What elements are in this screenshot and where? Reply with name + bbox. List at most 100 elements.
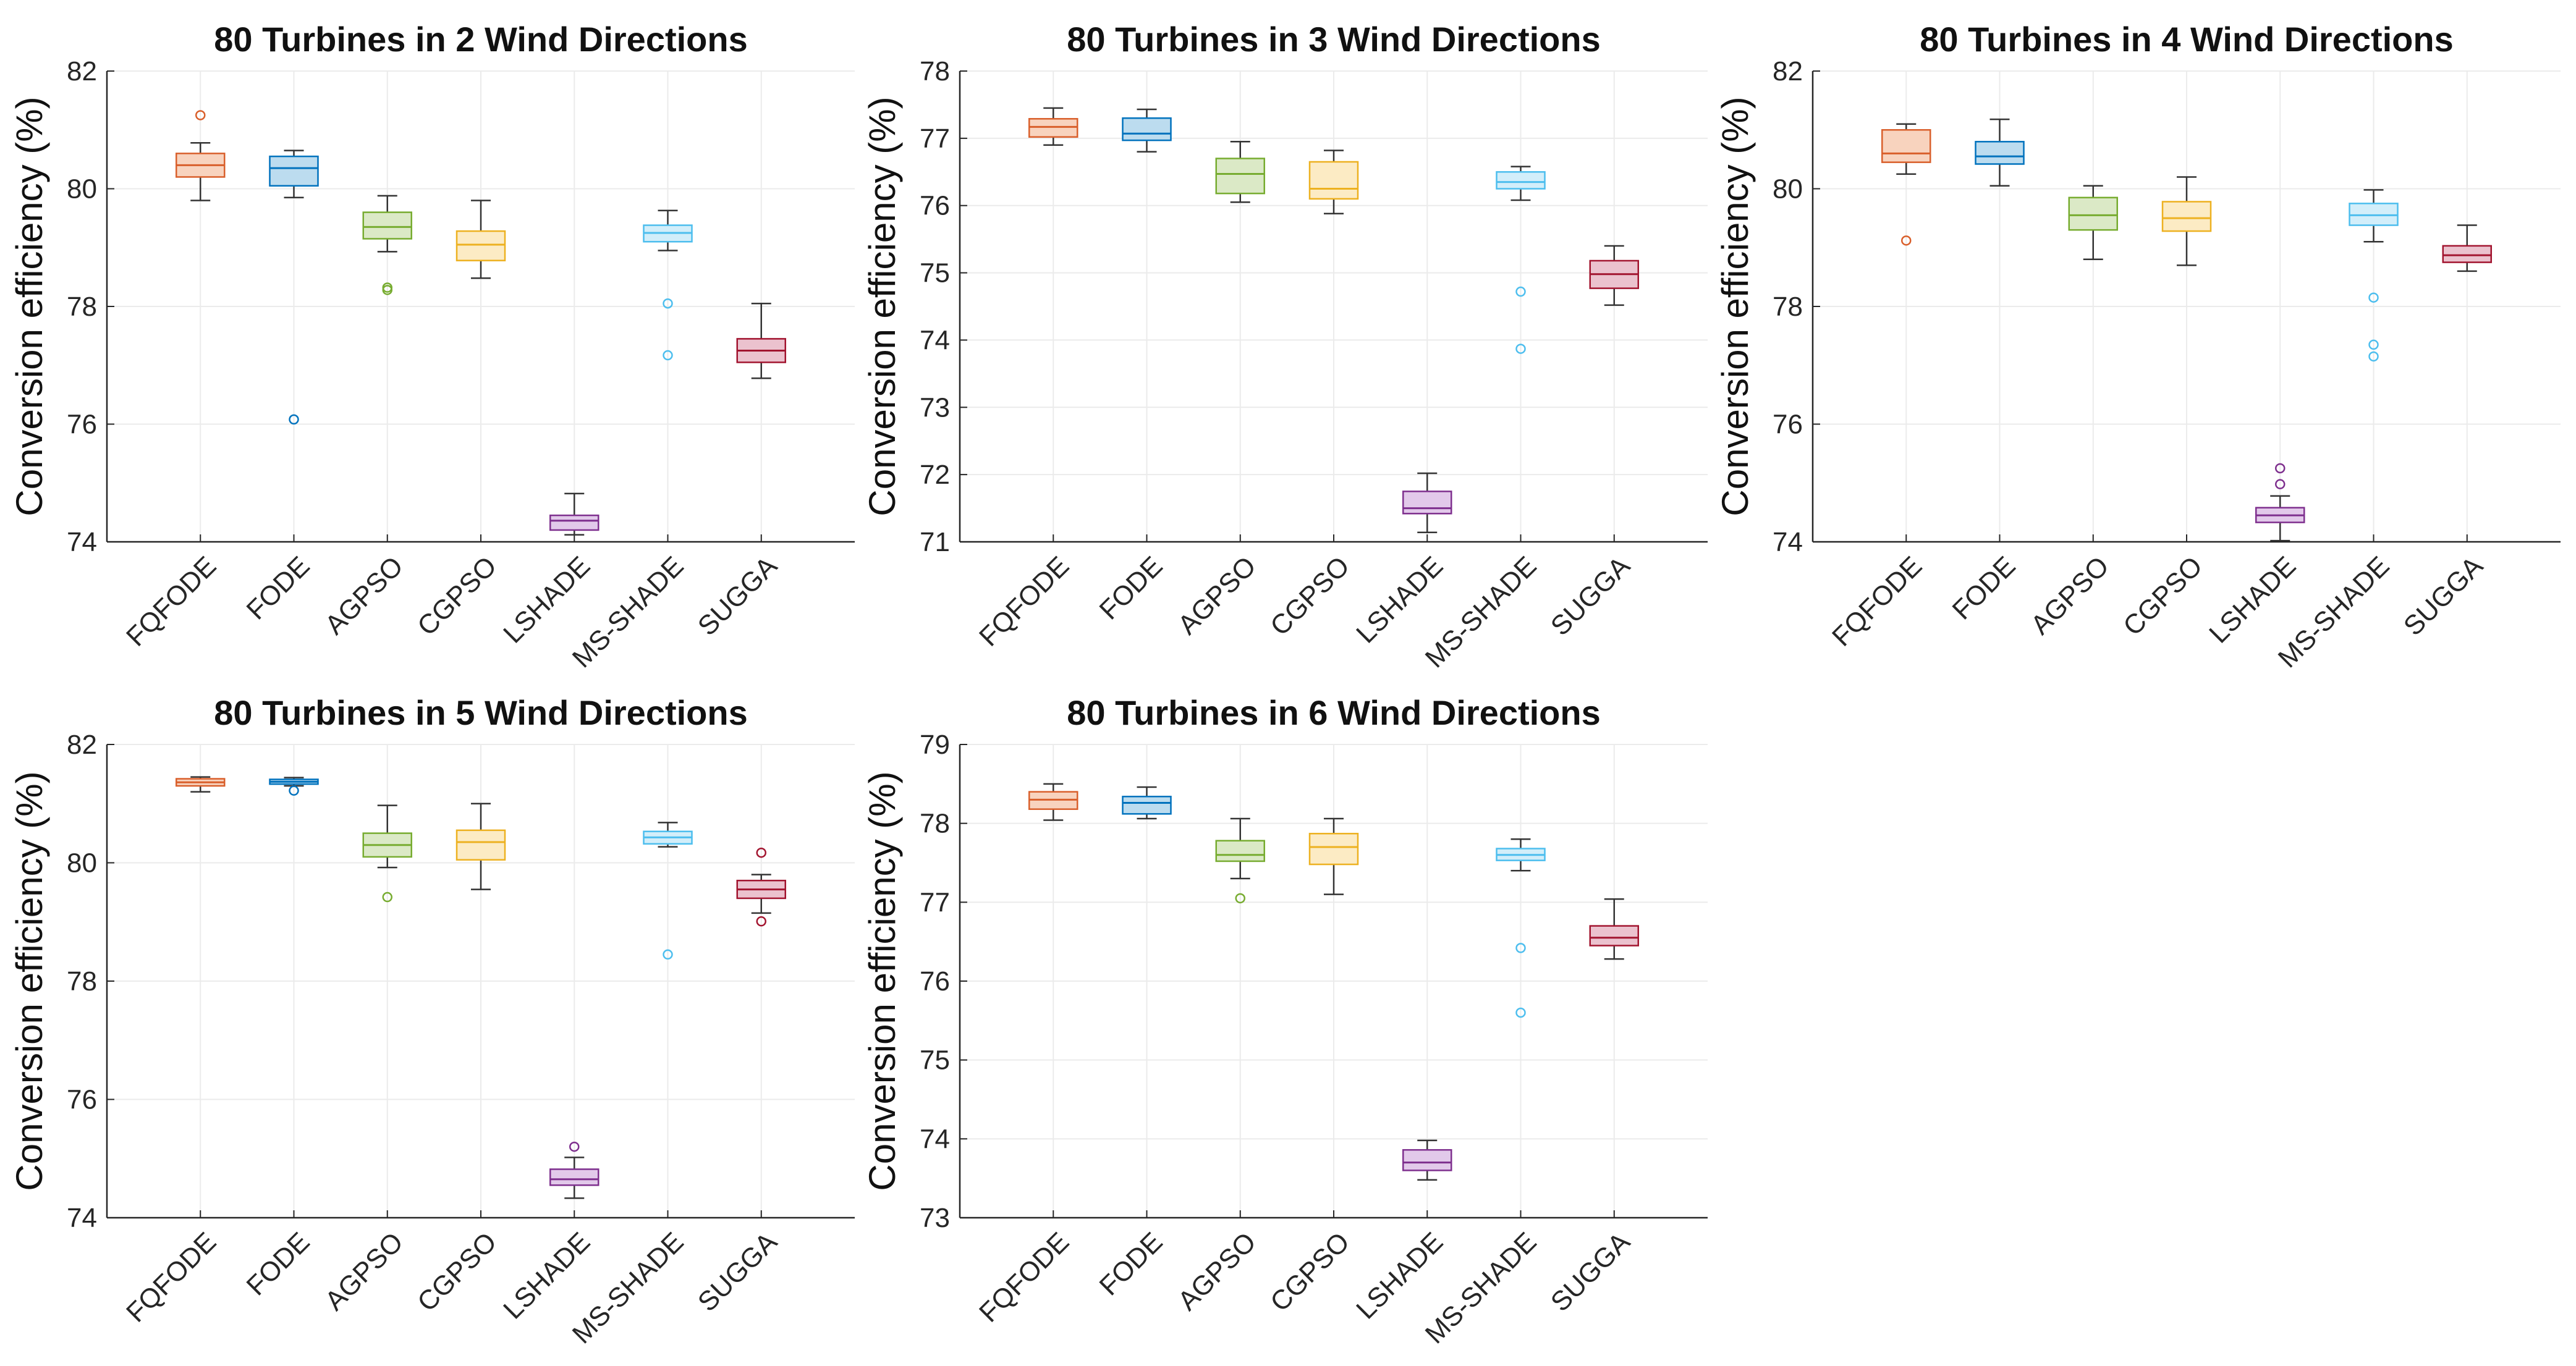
y-tick-label: 78: [67, 292, 97, 322]
box-fode: [1975, 118, 2025, 187]
box-lshade: [1402, 472, 1452, 534]
x-category-label: CGPSO: [412, 550, 502, 641]
y-tick-label: 78: [920, 56, 950, 86]
box-agpso: [362, 804, 412, 903]
y-tick-label: 79: [920, 730, 950, 760]
x-category-label: AGPSO: [320, 1226, 409, 1316]
y-tick-label: 82: [67, 730, 97, 760]
outlier-point: [1515, 1007, 1526, 1018]
x-category-label: FQFODE: [121, 1226, 222, 1328]
box-sugga: [1589, 898, 1639, 960]
x-category-label: LSHADE: [498, 550, 596, 649]
x-category-label: FODE: [1093, 1226, 1168, 1301]
box-iqr: [549, 514, 600, 531]
y-axis-label: Conversion efficiency (%): [862, 771, 903, 1191]
box-fqfode: [1028, 107, 1078, 146]
y-axis-label: Conversion efficiency (%): [862, 96, 903, 516]
x-category-label: FODE: [1946, 550, 2021, 625]
outlier-point: [289, 414, 299, 425]
x-category-label: AGPSO: [2025, 550, 2115, 640]
x-category-label: LSHADE: [1350, 1226, 1449, 1325]
box-lshade: [549, 1141, 600, 1199]
y-tick-label: 74: [67, 1203, 97, 1233]
x-category-label: AGPSO: [1172, 1226, 1262, 1316]
box-iqr: [1122, 117, 1172, 141]
y-tick-label: 76: [920, 966, 950, 997]
box-iqr: [549, 1168, 600, 1186]
box-ms-shade: [643, 209, 693, 361]
y-tick-label: 76: [67, 1085, 97, 1115]
box-cgpso: [2161, 176, 2212, 266]
chart-title: 80 Turbines in 4 Wind Directions: [1920, 20, 2454, 59]
box-ms-shade: [1496, 838, 1546, 1018]
box-iqr: [1028, 118, 1078, 138]
box-cgpso: [455, 803, 506, 890]
x-category-label: FODE: [1093, 550, 1168, 625]
y-axis-label: Conversion efficiency (%): [1714, 96, 1756, 516]
y-tick-label: 72: [920, 460, 950, 490]
x-category-label: AGPSO: [320, 550, 409, 640]
y-tick-label: 78: [67, 966, 97, 997]
x-category-label: LSHADE: [2203, 550, 2302, 649]
y-tick-label: 74: [920, 325, 950, 355]
x-category-label: SUGGA: [1545, 550, 1636, 641]
outlier-point: [1901, 235, 1912, 246]
y-tick-label: 74: [67, 527, 97, 557]
box-agpso: [362, 195, 412, 295]
y-tick-label: 71: [920, 527, 950, 557]
y-tick-label: 80: [67, 174, 97, 204]
outlier-point: [1515, 344, 1526, 354]
y-tick-label: 74: [920, 1124, 950, 1154]
box-sugga: [2442, 224, 2492, 272]
outlier-point: [2368, 339, 2379, 350]
y-axis-label: Conversion efficiency (%): [9, 771, 50, 1191]
box-sugga: [736, 847, 786, 927]
y-tick-label: 77: [920, 124, 950, 154]
x-category-label: CGPSO: [1265, 1226, 1355, 1317]
box-ms-shade: [643, 822, 693, 960]
outlier-point: [569, 1141, 580, 1152]
box-iqr: [1402, 491, 1452, 515]
box-ms-shade: [1496, 166, 1546, 354]
box-iqr: [362, 211, 412, 240]
y-tick-label: 73: [920, 1203, 950, 1233]
box-iqr: [1308, 833, 1359, 866]
y-tick-label: 75: [920, 1045, 950, 1076]
outlier-point: [382, 282, 392, 293]
y-tick-label: 76: [920, 191, 950, 221]
y-tick-label: 80: [1773, 174, 1803, 204]
box-cgpso: [455, 200, 506, 279]
y-tick-label: 75: [920, 258, 950, 289]
box-sugga: [1589, 245, 1639, 306]
y-tick-label: 73: [920, 392, 950, 423]
box-agpso: [1215, 817, 1265, 904]
y-tick-label: 76: [1773, 410, 1803, 440]
box-iqr: [2442, 245, 2492, 263]
box-iqr: [1215, 840, 1265, 862]
x-category-label: AGPSO: [1172, 550, 1262, 640]
outlier-point: [756, 847, 766, 858]
box-lshade: [2255, 463, 2305, 542]
outlier-point: [2368, 292, 2379, 303]
y-tick-label: 76: [67, 410, 97, 440]
y-tick-label: 82: [67, 56, 97, 86]
box-iqr: [1308, 161, 1359, 200]
box-lshade: [1402, 1139, 1452, 1181]
outlier-point: [2275, 463, 2286, 474]
x-category-label: FQFODE: [973, 1226, 1075, 1328]
x-category-label: LSHADE: [498, 1226, 596, 1325]
x-category-label: FODE: [240, 1226, 315, 1301]
outlier-point: [382, 892, 392, 903]
box-lshade: [549, 492, 600, 536]
chart-title: 80 Turbines in 5 Wind Directions: [214, 693, 748, 732]
x-category-label: SUGGA: [2398, 550, 2489, 641]
box-cgpso: [1308, 817, 1359, 895]
x-category-label: CGPSO: [412, 1226, 502, 1317]
box-iqr: [2161, 201, 2212, 232]
x-category-label: SUGGA: [692, 1226, 783, 1317]
x-category-label: FQFODE: [1826, 550, 1928, 652]
y-tick-label: 82: [1773, 56, 1803, 86]
